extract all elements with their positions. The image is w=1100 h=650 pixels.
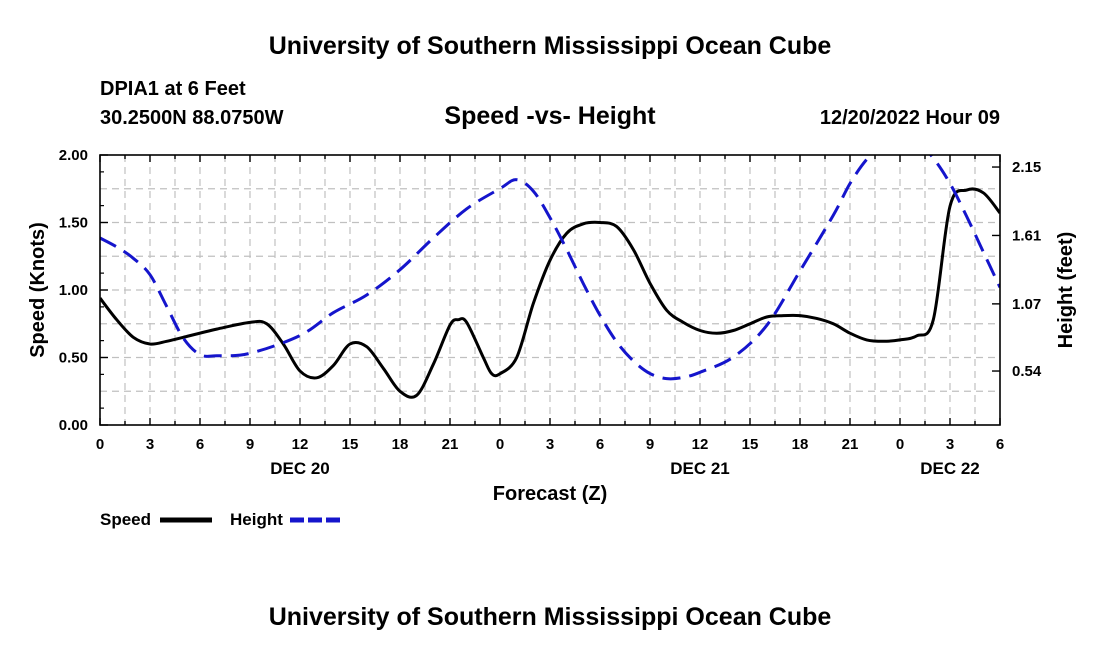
x-tick-label: 15 (342, 436, 359, 453)
y-tick-label: 2.00 (59, 147, 88, 164)
y-tick-label: 1.50 (59, 215, 88, 232)
y-axis-title: Speed (Knots) (27, 222, 49, 358)
x-tick-label: 12 (692, 436, 709, 453)
date-label: DEC 22 (920, 459, 980, 478)
plot-title: Speed -vs- Height (444, 102, 656, 130)
y2-tick-label: 2.15 (1012, 159, 1041, 176)
legend-label-height: Height (230, 510, 283, 529)
station-label: DPIA1 at 6 Feet (100, 78, 246, 100)
x-tick-label: 18 (392, 436, 409, 453)
x-tick-label: 9 (646, 436, 654, 453)
y-tick-label: 1.00 (59, 282, 88, 299)
x-tick-label: 21 (442, 436, 459, 453)
series-line-height (100, 155, 1000, 381)
x-tick-label: 12 (292, 436, 309, 453)
legend-label-speed: Speed (100, 510, 151, 529)
x-tick-label: 6 (196, 436, 204, 453)
x-tick-label: 9 (246, 436, 254, 453)
label-layer: 0.00 0.50 1.00 1.50 2.00 0.54 1.07 1.61 2.15 0 3 6 9… (59, 147, 1042, 478)
y2-axis-title: Height (feet) (1055, 232, 1077, 349)
plot-frame (99, 154, 1001, 426)
x-tick-label: 6 (596, 436, 604, 453)
datetime-label: 12/20/2022 Hour 09 (820, 107, 1000, 129)
x-tick-label: 3 (546, 436, 554, 453)
x-tick-label: 6 (996, 436, 1004, 453)
y-tick-label: 0.00 (59, 417, 88, 434)
date-label: DEC 20 (270, 459, 330, 478)
x-tick-label: 21 (842, 436, 859, 453)
coordinates-label: 30.2500N 88.0750W (100, 107, 284, 129)
series-layer (100, 155, 1000, 399)
x-tick-label: 0 (496, 436, 504, 453)
y2-tick-label: 1.61 (1012, 227, 1041, 244)
page-title: University of Southern Mississippi Ocean… (269, 32, 832, 60)
x-tick-label: 0 (896, 436, 904, 453)
date-label: DEC 21 (670, 459, 730, 478)
grid-layer (100, 155, 1000, 425)
y-tick-label: 0.50 (59, 350, 88, 367)
y2-tick-label: 1.07 (1012, 296, 1041, 313)
x-axis-title: Forecast (Z) (493, 483, 607, 505)
series-line-speed (100, 187, 1000, 399)
footer-title: University of Southern Mississippi Ocean… (269, 603, 832, 631)
x-tick-label: 3 (146, 436, 154, 453)
legend: Speed Height (100, 510, 342, 529)
x-tick-label: 15 (742, 436, 759, 453)
x-tick-label: 0 (96, 436, 104, 453)
x-tick-label: 3 (946, 436, 954, 453)
x-tick-label: 18 (792, 436, 809, 453)
y2-tick-label: 0.54 (1012, 363, 1042, 380)
